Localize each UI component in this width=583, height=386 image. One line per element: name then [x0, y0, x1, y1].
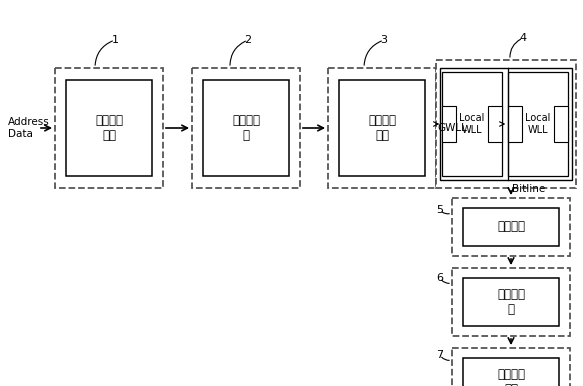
Bar	[463, 358, 559, 386]
Text: 输入锁存
模块: 输入锁存 模块	[95, 114, 123, 142]
Text: 2: 2	[244, 35, 251, 45]
Bar	[452, 198, 570, 256]
Bar	[339, 80, 425, 176]
Bar	[508, 72, 568, 176]
Text: 3: 3	[381, 35, 388, 45]
Text: Bitline: Bitline	[512, 184, 545, 194]
Bar	[442, 72, 502, 176]
Text: 5: 5	[437, 205, 444, 215]
Text: 输出驱动
模块: 输出驱动 模块	[497, 368, 525, 386]
Text: 字线驱动
模块: 字线驱动 模块	[368, 114, 396, 142]
Text: 4: 4	[519, 33, 526, 43]
Bar	[554, 106, 568, 142]
Bar	[463, 278, 559, 326]
Bar	[488, 106, 502, 142]
Bar	[203, 80, 289, 176]
Text: 6: 6	[437, 273, 444, 283]
Bar	[436, 60, 576, 188]
Text: 列选择器: 列选择器	[497, 220, 525, 234]
Text: Local
WLL: Local WLL	[459, 113, 484, 135]
Bar	[328, 68, 436, 188]
Bar	[55, 68, 163, 188]
Bar	[192, 68, 300, 188]
Bar	[66, 80, 152, 176]
Bar	[452, 348, 570, 386]
Bar	[440, 68, 572, 180]
Bar	[442, 106, 456, 142]
Bar	[463, 208, 559, 246]
Text: 灵敏放大
器: 灵敏放大 器	[497, 288, 525, 316]
Text: Local
WLL: Local WLL	[525, 113, 551, 135]
Bar	[452, 268, 570, 336]
Text: 7: 7	[437, 350, 444, 360]
Text: GWLL: GWLL	[437, 123, 467, 133]
Text: 1: 1	[111, 35, 118, 45]
Bar	[508, 106, 522, 142]
Text: 两级译码
器: 两级译码 器	[232, 114, 260, 142]
Text: Address
Data: Address Data	[8, 117, 50, 139]
